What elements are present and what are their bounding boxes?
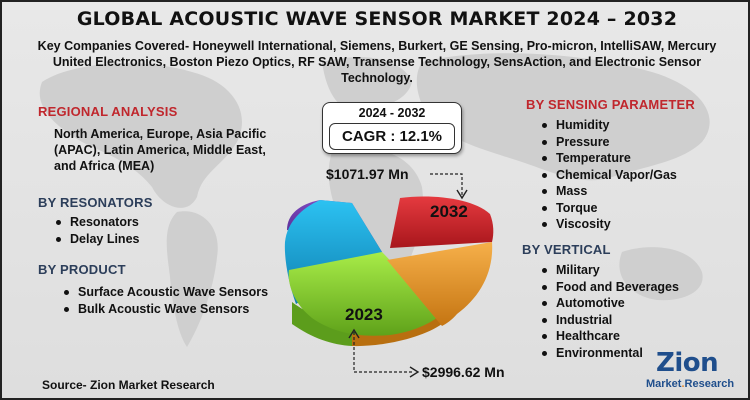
product-list: Surface Acoustic Wave Sensors Bulk Acous… (64, 284, 279, 317)
regional-analysis-heading: REGIONAL ANALYSIS (38, 104, 178, 119)
pie-slice-green (288, 252, 442, 336)
list-item: Humidity (542, 117, 742, 134)
list-item: Pressure (542, 134, 742, 151)
list-item: Automotive (542, 295, 742, 312)
cagr-years: 2024 - 2032 (358, 106, 426, 120)
list-item: Chemical Vapor/Gas (542, 167, 742, 184)
list-item: Bulk Acoustic Wave Sensors (64, 301, 279, 318)
callout-line-2023 (353, 332, 414, 373)
pie-slice-orange (387, 242, 493, 326)
list-item: Delay Lines (56, 231, 256, 248)
list-item: Mass (542, 183, 742, 200)
value-2032: $1071.97 Mn (326, 166, 409, 182)
callout-arrow-2032 (456, 189, 468, 200)
list-item: Surface Acoustic Wave Sensors (64, 284, 279, 301)
callout-arrow-2023 (348, 328, 360, 339)
cagr-box: 2024 - 2032 CAGR : 12.1% (322, 102, 462, 154)
pie-slice-red (390, 196, 494, 248)
cagr-value: CAGR : 12.1% (329, 123, 455, 150)
resonators-list: Resonators Delay Lines (56, 214, 256, 247)
vertical-heading: BY VERTICAL (522, 242, 611, 257)
zion-logo: Zion Market.Research (634, 348, 734, 394)
list-item: Military (542, 262, 742, 279)
list-item: Food and Beverages (542, 279, 742, 296)
callout-arrowhead-2023 (409, 366, 420, 378)
pie-label-2032: 2032 (430, 202, 468, 221)
regional-analysis-text: North America, Europe, Asia Pacific (APA… (54, 127, 267, 173)
list-item: Viscosity (542, 216, 742, 233)
value-2023: $2996.62 Mn (422, 364, 505, 380)
callout-line-2032 (430, 173, 463, 196)
logo-sub-a: Market (646, 378, 682, 390)
sensing-parameter-list: Humidity Pressure Temperature Chemical V… (542, 117, 742, 233)
list-item: Resonators (56, 214, 256, 231)
logo-wordmark: Zion (656, 348, 719, 378)
vertical-list: Military Food and Beverages Automotive I… (542, 262, 742, 361)
pie-label-2023: 2023 (345, 305, 383, 324)
key-companies-text: Key Companies Covered- Honeywell Interna… (37, 39, 717, 85)
product-heading: BY PRODUCT (38, 262, 126, 277)
logo-sub-c: Research (684, 378, 735, 390)
logo-subtitle: Market.Research (646, 378, 734, 390)
logo-dot: . (681, 378, 685, 390)
sensing-parameter-heading: BY SENSING PARAMETER (526, 97, 695, 112)
list-item: Industrial (542, 312, 742, 329)
page-title: GLOBAL ACOUSTIC WAVE SENSOR MARKET 2024 … (76, 8, 678, 30)
resonators-heading: BY RESONATORS (38, 195, 153, 210)
list-item: Temperature (542, 150, 742, 167)
list-item: Torque (542, 200, 742, 217)
source-text: Source- Zion Market Research (42, 378, 215, 392)
list-item: Environmental (542, 345, 742, 362)
list-item: Healthcare (542, 328, 742, 345)
